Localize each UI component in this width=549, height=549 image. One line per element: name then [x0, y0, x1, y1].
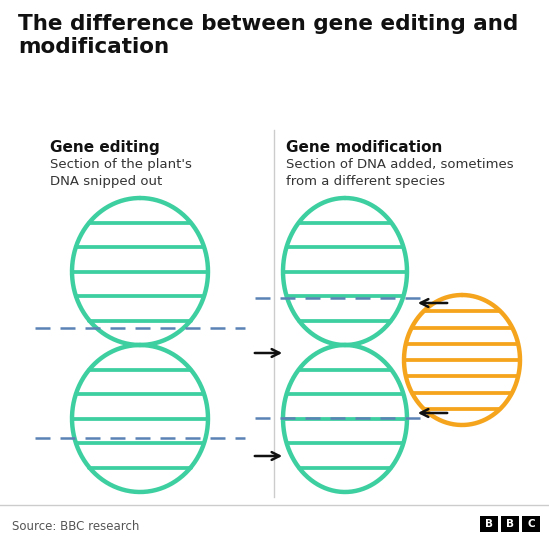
- Text: Gene modification: Gene modification: [286, 140, 442, 155]
- Polygon shape: [72, 345, 208, 492]
- Text: Section of DNA added, sometimes
from a different species: Section of DNA added, sometimes from a d…: [286, 158, 514, 188]
- Text: Source: BBC research: Source: BBC research: [12, 520, 139, 533]
- Polygon shape: [404, 295, 520, 425]
- Text: B: B: [506, 519, 514, 529]
- Polygon shape: [283, 345, 407, 492]
- Text: The difference between gene editing and
modification: The difference between gene editing and …: [18, 14, 518, 57]
- Text: Gene editing: Gene editing: [50, 140, 160, 155]
- Text: B: B: [485, 519, 493, 529]
- Text: Section of the plant's
DNA snipped out: Section of the plant's DNA snipped out: [50, 158, 192, 188]
- FancyBboxPatch shape: [522, 516, 540, 532]
- Polygon shape: [283, 198, 407, 345]
- Polygon shape: [72, 198, 208, 345]
- FancyBboxPatch shape: [480, 516, 498, 532]
- FancyBboxPatch shape: [501, 516, 519, 532]
- Text: C: C: [527, 519, 535, 529]
